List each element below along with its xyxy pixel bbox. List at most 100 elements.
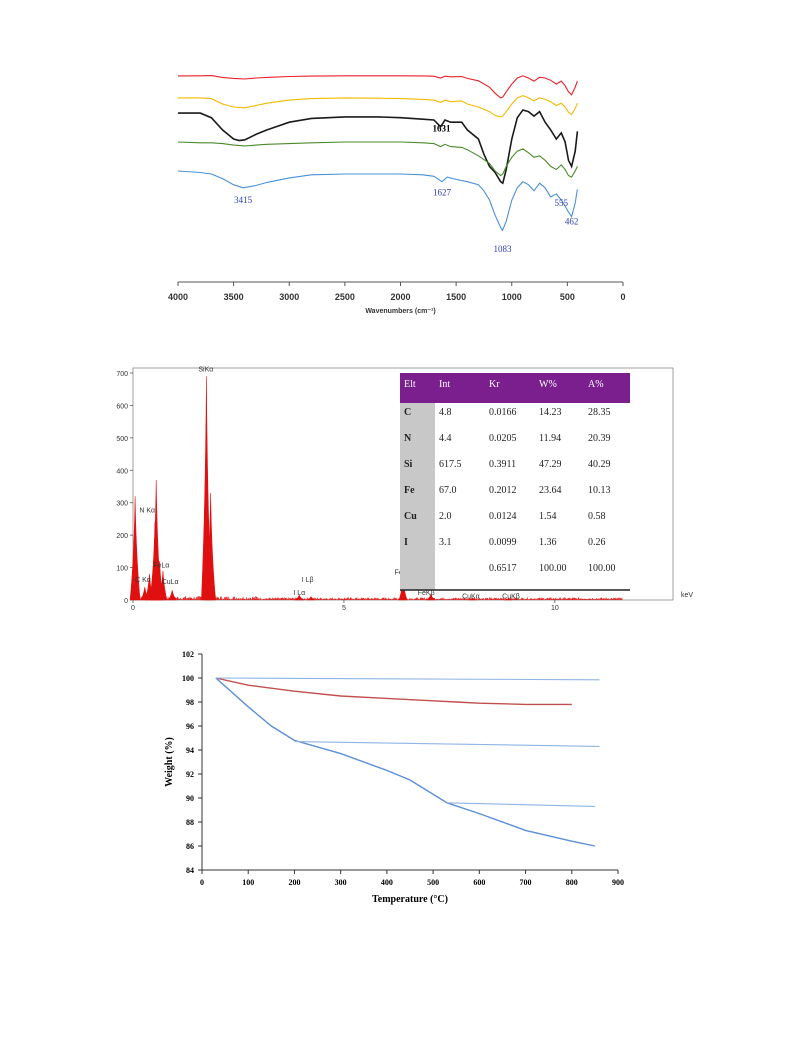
edx-peak <box>205 492 216 601</box>
edx-peak-label: CuKβ <box>502 593 520 600</box>
tga-y-ticks: 84 86 88 90 92 94 96 98 100 102 <box>182 650 202 875</box>
edx-table-header-cell: Int <box>439 379 450 390</box>
tga-x-tick-label: 800 <box>566 878 578 887</box>
edx-y-tick-label: 700 <box>116 371 128 378</box>
edx-peak-label: CuLα <box>162 579 179 586</box>
edx-y-tick-label: 500 <box>116 436 128 443</box>
tga-y-tick-label: 84 <box>186 866 194 875</box>
ftir-peak-label: 555 <box>555 198 569 208</box>
edx-table-cell: 1.36 <box>539 537 557 548</box>
edx-y-tick-label: 100 <box>116 566 128 573</box>
edx-x-ticks: 0 5 10 <box>131 600 559 612</box>
edx-table-cell: 28.35 <box>588 407 611 418</box>
edx-x-tick-label: 5 <box>342 605 346 612</box>
tga-y-axis-label: Weight (%) <box>164 737 175 787</box>
ftir-x-tick-label: 1000 <box>502 292 522 302</box>
edx-y-tick-label: 200 <box>116 533 128 540</box>
edx-table-header-bg <box>400 373 630 403</box>
tga-y-tick-label: 92 <box>186 770 194 779</box>
edx-peak <box>425 593 436 601</box>
edx-table-cell: 0.58 <box>588 511 606 522</box>
tga-x-tick-label: 700 <box>520 878 532 887</box>
edx-peak-label: C Kα <box>135 577 151 584</box>
ftir-x-tick-label: 1500 <box>446 292 466 302</box>
edx-y-tick-label: 600 <box>116 403 128 410</box>
ftir-x-tick-label: 2000 <box>390 292 410 302</box>
tga-y-tick-label: 100 <box>182 674 194 683</box>
edx-table-cell: 10.13 <box>588 485 611 496</box>
tga-x-axis-label: Temperature (°C) <box>372 894 448 905</box>
edx-table-cell: 0.0166 <box>489 407 517 418</box>
tga-x-tick-label: 100 <box>242 878 254 887</box>
tga-y-tick-label: 88 <box>186 818 194 827</box>
edx-quant-table: Elt Int Kr W% A% C 4.8 0.0166 14.23 28.35 N 4.4 0.02… <box>400 373 630 591</box>
ftir-series-group <box>177 75 579 232</box>
tga-x-tick-label: 500 <box>427 878 439 887</box>
edx-peak-label: FeLα <box>153 563 169 570</box>
tga-series-line-1 <box>215 677 596 847</box>
edx-peak-label: I Lα <box>293 590 305 597</box>
edx-table-cell: Si <box>404 459 413 470</box>
edx-table-cell: 47.29 <box>539 459 562 470</box>
edx-x-tick-label: 10 <box>551 605 559 612</box>
ftir-series-line-4 <box>177 170 578 232</box>
edx-table-cell: 0.0124 <box>489 511 517 522</box>
edx-table-cell: 14.23 <box>539 407 562 418</box>
ftir-peak-label: 3415 <box>234 195 253 205</box>
edx-table-cell: 100.00 <box>588 563 616 574</box>
tga-x-tick-label: 0 <box>200 878 204 887</box>
edx-table-header-cell: W% <box>539 379 557 390</box>
ftir-series-line-2 <box>178 109 579 185</box>
edx-peak-label: FeKβ <box>418 590 435 597</box>
ftir-series-line-1 <box>178 95 578 118</box>
ftir-x-tick-label: 4000 <box>168 292 188 302</box>
tga-y-tick-label: 98 <box>186 698 194 707</box>
ftir-series-line-0 <box>177 75 578 99</box>
edx-table-cell: 4.4 <box>439 433 452 444</box>
tga-x-tick-label: 600 <box>473 878 485 887</box>
ftir-x-tick-label: 2500 <box>335 292 355 302</box>
edx-peak-label: I Lβ <box>302 577 314 584</box>
ftir-x-tick-label: 500 <box>560 292 575 302</box>
edx-peak <box>468 597 477 601</box>
tga-series-line-3 <box>294 741 600 747</box>
edx-table-cell: 617.5 <box>439 459 462 470</box>
tga-y-tick-label: 96 <box>186 722 194 731</box>
ftir-peak-label: 1083 <box>494 244 513 254</box>
edx-table-cell: 0.26 <box>588 537 606 548</box>
edx-x-axis-label: keV <box>681 592 693 599</box>
tga-series-line-0 <box>215 677 572 706</box>
ftir-peak-label: 1627 <box>433 187 452 197</box>
edx-table-cell: C <box>404 407 411 418</box>
ftir-x-tick-label: 3500 <box>224 292 244 302</box>
ftir-chart: 3415 1627 1631 1083 555 462 4000 3500 3000 2500 2… <box>150 60 650 330</box>
tga-series-line-4 <box>446 802 595 807</box>
edx-spectrum: 0 100 200 300 400 500 600 700 0 5 10 SiKα N Kα FeLα… <box>100 360 700 620</box>
tga-plot: 84 86 88 90 92 94 96 98 100 102 0 100 200 300 400 500 6… <box>164 650 624 905</box>
edx-table-cell: 0.3911 <box>489 459 516 470</box>
edx-table-element-column-bg <box>400 403 435 590</box>
tga-x-tick-label: 900 <box>612 878 624 887</box>
edx-table-cell: 11.94 <box>539 433 561 444</box>
tga-x-ticks: 0 100 200 300 400 500 600 700 800 900 <box>200 870 624 887</box>
edx-table-header-cell: Kr <box>489 379 500 390</box>
edx-table-cell: 0.0099 <box>489 537 517 548</box>
ftir-peak-label: 1631 <box>433 123 452 133</box>
edx-table-cell: 20.39 <box>588 433 611 444</box>
edx-peak-label: CuKα <box>462 593 480 600</box>
tga-x-tick-label: 200 <box>288 878 300 887</box>
tga-axes <box>201 654 618 871</box>
edx-table-cell: 40.29 <box>588 459 611 470</box>
ftir-peak-label: 462 <box>565 216 579 226</box>
edx-y-tick-label: 300 <box>116 501 128 508</box>
tga-chart: 84 86 88 90 92 94 96 98 100 102 0 100 200 300 400 500 6… <box>160 645 640 910</box>
edx-peak <box>167 590 177 601</box>
edx-table-cell: Cu <box>404 511 417 522</box>
edx-peak <box>306 596 316 601</box>
ftir-x-tick-label: 0 <box>620 292 625 302</box>
edx-table-cell: 23.64 <box>539 485 562 496</box>
edx-peak-label: N Kα <box>139 507 155 514</box>
tga-x-tick-label: 300 <box>335 878 347 887</box>
